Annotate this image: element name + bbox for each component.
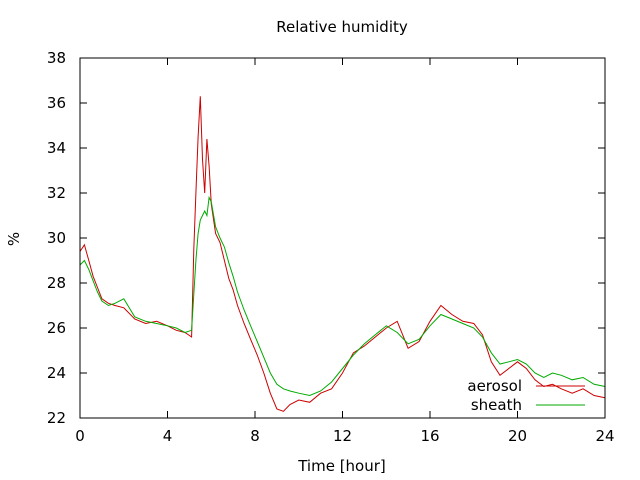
x-axis-label: Time [hour] (297, 457, 386, 475)
series-line-sheath (79, 195, 606, 397)
y-tick-label: 28 (47, 274, 66, 292)
chart-title: Relative humidity (276, 18, 408, 36)
legend-label-sheath: sheath (471, 396, 522, 414)
series-line-aerosol (79, 96, 606, 412)
y-tick-label: 34 (47, 139, 66, 157)
y-tick-label: 22 (47, 409, 66, 427)
y-tick-label: 38 (47, 49, 66, 67)
x-tick-label: 0 (75, 427, 85, 445)
x-tick-label: 4 (163, 427, 173, 445)
x-tick-label: 24 (595, 427, 614, 445)
y-tick-label: 26 (47, 319, 66, 337)
y-tick-label: 24 (47, 364, 66, 382)
axis-ticks: 0 4 8 12 16 20 24 22 24 26 28 30 32 34 36 38 (47, 49, 615, 445)
y-tick-label: 30 (47, 229, 66, 247)
legend-label-aerosol: aerosol (467, 377, 522, 395)
x-tick-label: 12 (333, 427, 352, 445)
y-tick-label: 32 (47, 184, 66, 202)
x-tick-label: 16 (420, 427, 439, 445)
series-lines (79, 96, 606, 412)
y-tick-label: 36 (47, 94, 66, 112)
plot-area-frame (79, 57, 606, 419)
x-tick-label: 20 (508, 427, 527, 445)
y-axis-label: % (5, 232, 23, 246)
x-tick-label: 8 (250, 427, 260, 445)
